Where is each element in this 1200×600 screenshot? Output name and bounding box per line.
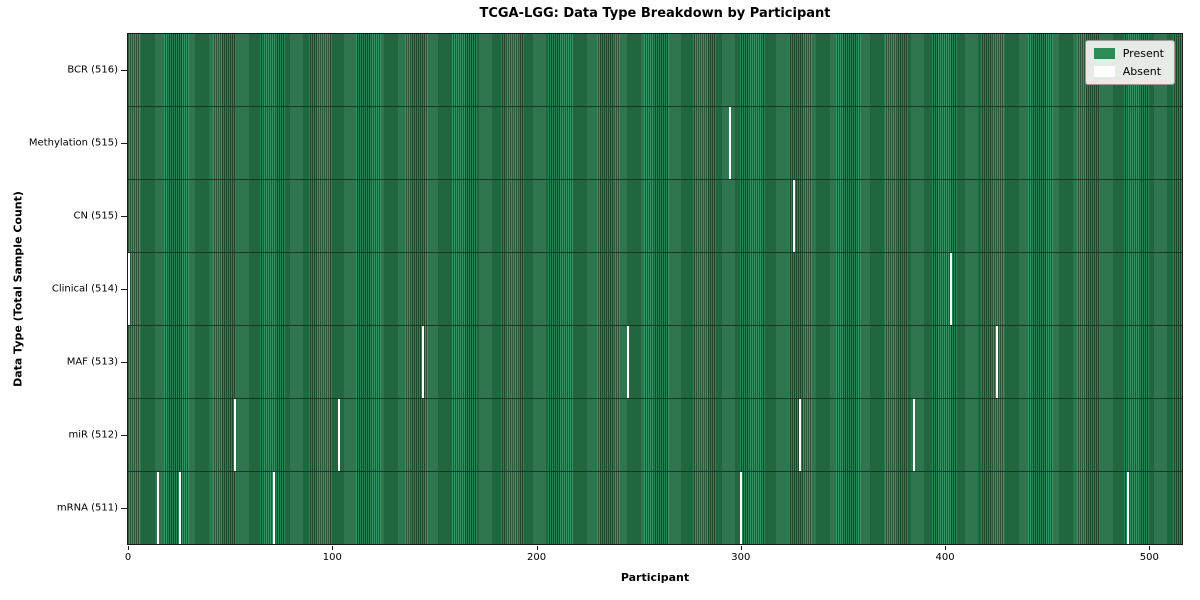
x-tick-mark — [740, 546, 742, 550]
absent-marker — [156, 472, 159, 544]
x-tick-mark — [536, 546, 538, 550]
x-tick-label: 400 — [935, 552, 955, 563]
y-axis-label: Data Type (Total Sample Count) — [11, 191, 25, 387]
absent-marker — [272, 472, 275, 544]
x-tick-label: 0 — [124, 552, 132, 563]
x-tick-label: 200 — [526, 552, 547, 563]
absent-marker — [798, 399, 801, 471]
y-tick-label: Clinical (514) — [51, 283, 118, 295]
plot-area — [127, 33, 1183, 545]
x-axis-label: Participant — [620, 571, 690, 584]
y-tick-mark — [121, 435, 127, 437]
heatmap-row-mRNA — [128, 472, 1182, 544]
y-tick-label: Methylation (515) — [28, 137, 118, 149]
absent-swatch — [1093, 66, 1115, 77]
absent-marker — [912, 399, 915, 471]
absent-marker — [792, 180, 795, 252]
y-tick-mark — [121, 142, 127, 144]
absent-marker — [178, 472, 181, 544]
y-tick-label: mRNA (511) — [56, 502, 118, 514]
y-tick-label: miR (512) — [68, 429, 118, 441]
heatmap-row-BCR — [128, 34, 1182, 107]
present-swatch — [1093, 48, 1115, 59]
y-tick-mark — [121, 362, 127, 364]
absent-marker — [729, 107, 732, 179]
absent-marker — [949, 253, 952, 325]
x-tick-mark — [332, 546, 334, 550]
absent-marker — [128, 253, 131, 325]
x-tick-label: 500 — [1139, 552, 1159, 563]
legend-label-present: Present — [1122, 47, 1164, 60]
absent-marker — [338, 399, 340, 471]
absent-marker — [421, 326, 424, 398]
absent-marker — [996, 326, 999, 398]
y-tick-label: CN (515) — [73, 210, 118, 222]
chart-title: TCGA-LGG: Data Type Breakdown by Partici… — [479, 6, 831, 21]
legend-entry-present: Present — [1093, 47, 1164, 60]
x-tick-mark — [1149, 546, 1151, 550]
heatmap-row-Clinical — [128, 253, 1182, 326]
absent-marker — [234, 399, 237, 471]
heatmap-row-CN — [128, 180, 1182, 253]
absent-marker — [1126, 472, 1129, 544]
legend-label-absent: Absent — [1122, 65, 1162, 78]
heatmap-row-miR — [128, 399, 1182, 472]
y-tick-mark — [121, 69, 127, 71]
heatmap-row-MAF — [128, 326, 1182, 399]
y-tick-mark — [121, 508, 127, 510]
legend-entry-absent: Absent — [1093, 65, 1164, 78]
legend: Present Absent — [1084, 40, 1175, 85]
y-tick-mark — [121, 215, 127, 217]
x-tick-mark — [945, 546, 947, 550]
y-tick-label: BCR (516) — [67, 64, 118, 76]
x-tick-mark — [128, 546, 130, 550]
y-tick-mark — [121, 289, 127, 290]
heatmap-row-Methylation — [128, 107, 1182, 180]
x-tick-label: 100 — [322, 552, 342, 563]
absent-marker — [739, 472, 742, 544]
y-tick-label: MAF (513) — [66, 356, 118, 368]
absent-marker — [627, 326, 630, 398]
x-tick-label: 300 — [731, 552, 751, 563]
